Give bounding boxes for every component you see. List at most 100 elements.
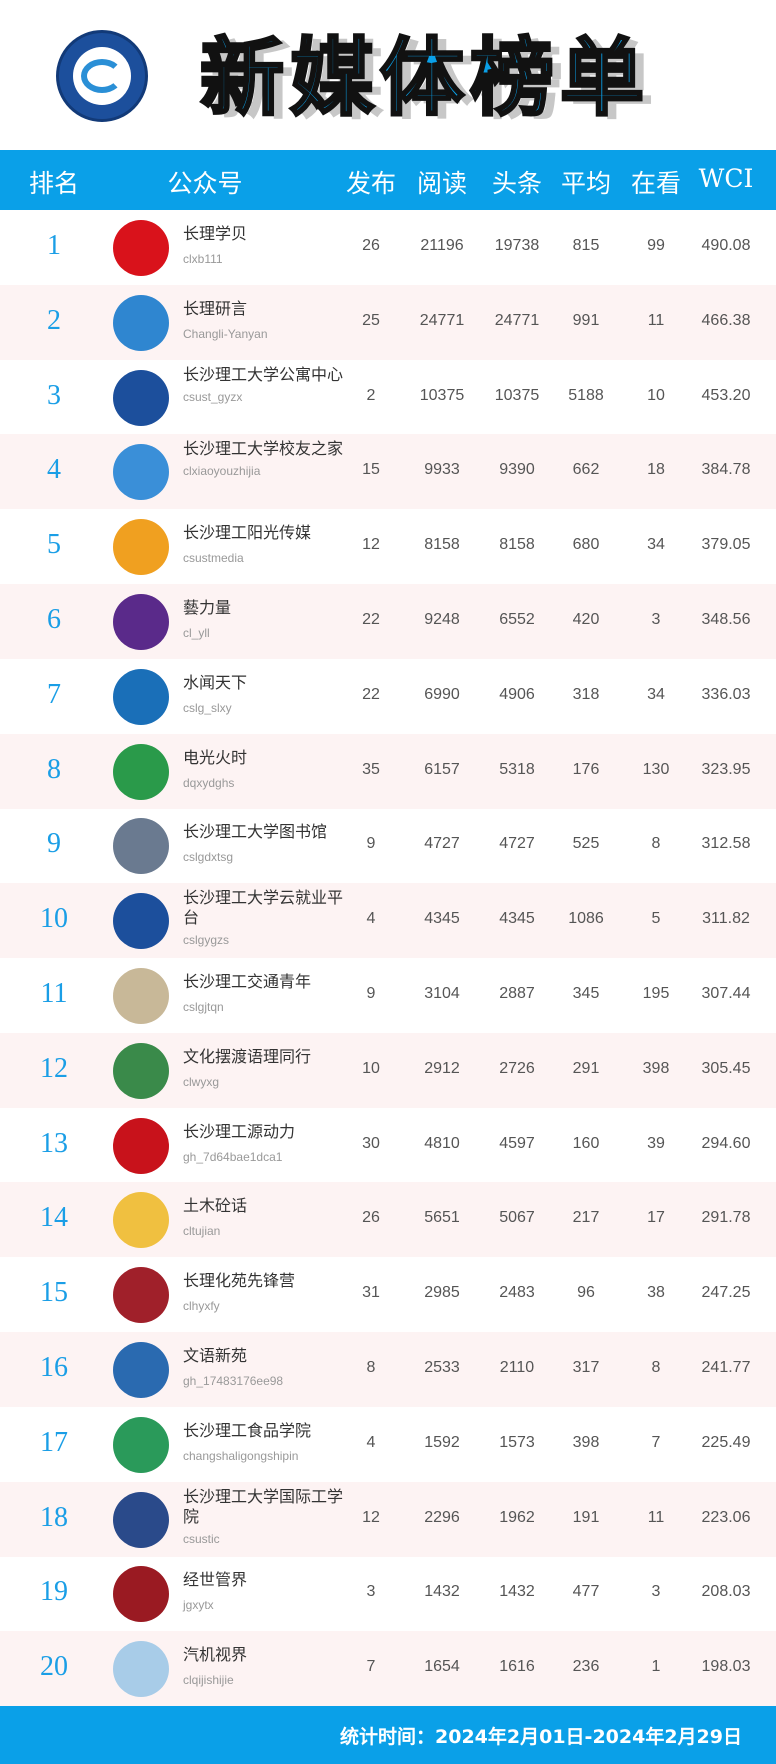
account-avatar bbox=[113, 1042, 169, 1099]
table-row[interactable]: 16 文语新苑 gh_17483176ee98 8 2533 2110 317 8 241.7… bbox=[0, 1332, 776, 1407]
account-name-block[interactable]: 长沙理工食品学院 changshaligongshipin bbox=[183, 1421, 343, 1466]
account-name-block[interactable]: 长理学贝 clxb111 bbox=[183, 224, 343, 269]
wci-value: 490.08 bbox=[701, 237, 751, 254]
account-id: csustmedia bbox=[183, 551, 244, 566]
account-name-block[interactable]: 土木砼话 cltujian bbox=[183, 1196, 343, 1241]
avg-value: 477 bbox=[572, 1583, 600, 1601]
headline-value: 1616 bbox=[499, 1658, 535, 1676]
headline-value: 4727 bbox=[499, 835, 535, 853]
read-value: 21196 bbox=[420, 237, 464, 254]
account-name-block[interactable]: 经世管界 jgxytx bbox=[183, 1570, 343, 1615]
table-row[interactable]: 10 长沙理工大学云就业平台 cslgygzs 4 4345 4345 1086 5 311.… bbox=[0, 883, 776, 959]
wci-value: 223.06 bbox=[701, 1508, 751, 1526]
account-avatar bbox=[113, 1566, 169, 1623]
account-name-block[interactable]: 长沙理工交通青年 cslgjtqn bbox=[183, 972, 343, 1017]
table-row[interactable]: 4 长沙理工大学校友之家 clxiaoyouzhijia 15 9933 9390 662… bbox=[0, 434, 776, 510]
publish-value: 25 bbox=[362, 311, 380, 329]
account-name-block[interactable]: 长理化苑先锋营 clhyxfy bbox=[183, 1271, 343, 1316]
column-header: 排名 bbox=[28, 169, 80, 198]
account-name-block[interactable]: 长沙理工大学国际工学院 csustic bbox=[183, 1487, 343, 1549]
table-row[interactable]: 11 长沙理工交通青年 cslgjtqn 9 3104 2887 345 195 307.44 bbox=[0, 958, 776, 1033]
account-id: dqxydghs bbox=[183, 775, 235, 790]
account-name-block[interactable]: 长沙理工大学图书馆 cslgdxtsg bbox=[183, 822, 343, 867]
publish-value: 12 bbox=[362, 536, 380, 554]
read-value: 9933 bbox=[424, 461, 460, 479]
page-title: 新媒体榜单 bbox=[198, 28, 651, 129]
account-name-block[interactable]: 长沙理工大学云就业平台 cslgygzs bbox=[183, 888, 343, 950]
table-row[interactable]: 1 长理学贝 clxb111 26 21196 19738 815 99 490.08 bbox=[0, 210, 776, 285]
account-name: 汽机视界 bbox=[183, 1645, 248, 1665]
read-value: 10375 bbox=[419, 386, 465, 404]
table-row[interactable]: 13 长沙理工源动力 gh_7d64bae1dca1 30 4810 4597 160 39… bbox=[0, 1108, 776, 1183]
rank: 7 bbox=[47, 678, 61, 710]
table-row[interactable]: 14 土木砼话 cltujian 26 5651 5067 217 17 291.78 bbox=[0, 1182, 776, 1258]
account-avatar bbox=[113, 1117, 169, 1174]
headline-value: 4906 bbox=[499, 685, 535, 703]
account-name-block[interactable]: 藝力量 cl_yll bbox=[183, 598, 343, 643]
account-name-block[interactable]: 长沙理工大学公寓中心 csust_gyzx bbox=[183, 365, 343, 407]
watching-value: 11 bbox=[647, 311, 665, 329]
table-row[interactable]: 20 汽机视界 clqijishijie 7 1654 1616 236 1 198.03 bbox=[0, 1631, 776, 1707]
avg-value: 291 bbox=[572, 1059, 600, 1077]
account-name-block[interactable]: 长沙理工源动力 gh_7d64bae1dca1 bbox=[183, 1122, 343, 1167]
read-value: 24771 bbox=[419, 311, 465, 329]
table-row[interactable]: 2 长理研言 Changli-Yanyan 25 24771 24771 991 11 466… bbox=[0, 284, 776, 360]
rank: 1 bbox=[47, 230, 61, 261]
account-name: 长沙理工大学国际工学院 bbox=[183, 1486, 344, 1526]
column-header: WCI bbox=[698, 164, 754, 193]
account-name: 经世管界 bbox=[183, 1570, 248, 1590]
wci-value: 291.78 bbox=[701, 1209, 751, 1227]
headline-value: 2483 bbox=[499, 1284, 535, 1302]
account-avatar bbox=[113, 893, 169, 950]
avg-value: 662 bbox=[572, 461, 600, 479]
account-name-block[interactable]: 水闻天下 cslg_slxy bbox=[183, 673, 343, 718]
rank: 10 bbox=[40, 903, 68, 935]
table-row[interactable]: 3 长沙理工大学公寓中心 csust_gyzx 2 10375 10375 5188 10 4… bbox=[0, 360, 776, 435]
account-name: 电光火时 bbox=[183, 747, 248, 767]
account-name-block[interactable]: 长沙理工大学校友之家 clxiaoyouzhijia bbox=[183, 439, 343, 481]
table-row[interactable]: 18 长沙理工大学国际工学院 csustic 12 2296 1962 191 11 223.… bbox=[0, 1481, 776, 1557]
table-row[interactable]: 7 水闻天下 cslg_slxy 22 6990 4906 318 34 336.03 bbox=[0, 659, 776, 734]
column-header: 发布 bbox=[345, 169, 397, 198]
account-name-block[interactable]: 电光火时 dqxydghs bbox=[183, 748, 343, 793]
publish-value: 2 bbox=[366, 386, 376, 404]
account-id: cslgjtqn bbox=[183, 1000, 224, 1014]
account-name: 长理化苑先锋营 bbox=[183, 1271, 296, 1291]
table-row[interactable]: 17 长沙理工食品学院 changshaligongshipin 4 1592 1573… bbox=[0, 1407, 776, 1482]
table-row[interactable]: 8 电光火时 dqxydghs 35 6157 5318 176 130 323.95 bbox=[0, 733, 776, 809]
account-id: csust_gyzx bbox=[183, 389, 243, 404]
table-row[interactable]: 6 藝力量 cl_yll 22 9248 6552 420 3 348.56 bbox=[0, 584, 776, 659]
account-id: gh_17483176ee98 bbox=[183, 1374, 284, 1388]
table-row[interactable]: 12 文化摆渡语理同行 clwyxg 10 2912 2726 291 398 305.45 bbox=[0, 1032, 776, 1108]
account-name-block[interactable]: 长沙理工阳光传媒 csustmedia bbox=[183, 523, 343, 568]
wci-value: 311.82 bbox=[702, 910, 750, 928]
watching-value: 3 bbox=[651, 611, 661, 628]
headline-value: 9390 bbox=[499, 461, 535, 479]
headline-value: 6552 bbox=[499, 611, 535, 628]
account-name-block[interactable]: 文化摆渡语理同行 clwyxg bbox=[183, 1047, 343, 1092]
headline-value: 10375 bbox=[494, 386, 540, 404]
publish-value: 26 bbox=[362, 237, 380, 254]
account-name: 长沙理工食品学院 bbox=[183, 1420, 312, 1440]
avg-value: 525 bbox=[572, 835, 600, 853]
read-value: 2985 bbox=[424, 1284, 460, 1302]
rank: 11 bbox=[40, 978, 68, 1009]
avg-value: 236 bbox=[572, 1658, 600, 1676]
publish-value: 22 bbox=[362, 685, 380, 703]
avg-value: 420 bbox=[572, 611, 600, 628]
table-row[interactable]: 5 长沙理工阳光传媒 csustmedia 12 8158 8158 680 34 379.0… bbox=[0, 509, 776, 584]
read-value: 4727 bbox=[424, 835, 460, 853]
headline-value: 5067 bbox=[499, 1209, 535, 1227]
rank: 14 bbox=[40, 1202, 68, 1234]
watching-value: 99 bbox=[647, 237, 665, 254]
table-row[interactable]: 15 长理化苑先锋营 clhyxfy 31 2985 2483 96 38 247.25 bbox=[0, 1257, 776, 1332]
account-name-block[interactable]: 文语新苑 gh_17483176ee98 bbox=[183, 1346, 343, 1391]
account-name-block[interactable]: 长理研言 Changli-Yanyan bbox=[183, 299, 343, 344]
account-name: 长沙理工大学云就业平台 bbox=[183, 888, 344, 928]
account-avatar bbox=[113, 668, 169, 725]
publish-value: 4 bbox=[366, 1433, 376, 1451]
table-row[interactable]: 9 长沙理工大学图书馆 cslgdxtsg 9 4727 4727 525 8 312.58 bbox=[0, 808, 776, 883]
account-name-block[interactable]: 汽机视界 clqijishijie bbox=[183, 1645, 343, 1690]
read-value: 2912 bbox=[424, 1059, 460, 1077]
table-row[interactable]: 19 经世管界 jgxytx 3 1432 1432 477 3 208.03 bbox=[0, 1556, 776, 1631]
